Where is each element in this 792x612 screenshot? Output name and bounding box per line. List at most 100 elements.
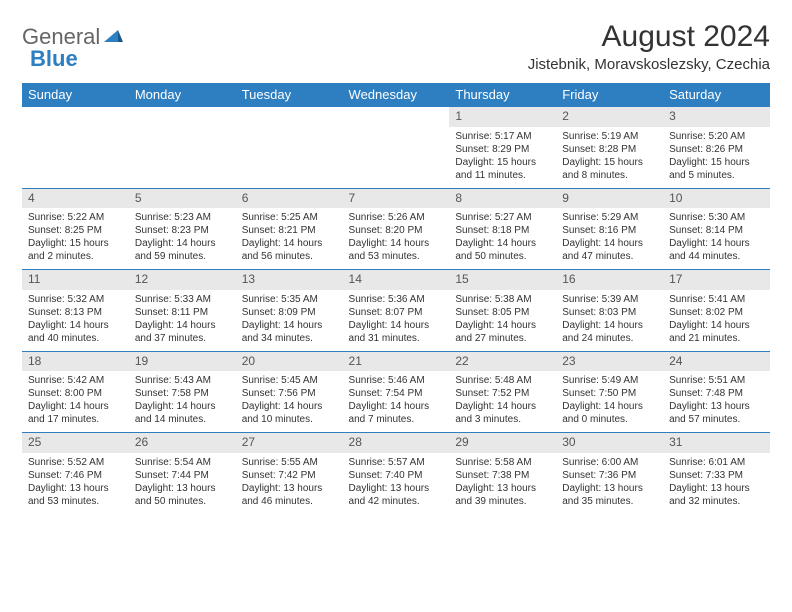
sunset-line: Sunset: 8:00 PM (28, 387, 123, 400)
calendar-cell: 31Sunrise: 6:01 AMSunset: 7:33 PMDayligh… (663, 432, 770, 514)
calendar-cell: 22Sunrise: 5:48 AMSunset: 7:52 PMDayligh… (449, 351, 556, 433)
sunset-line: Sunset: 8:18 PM (455, 224, 550, 237)
sunrise-line: Sunrise: 5:26 AM (349, 211, 444, 224)
daylight-line: Daylight: 15 hours and 5 minutes. (669, 156, 764, 182)
sunrise-line: Sunrise: 5:20 AM (669, 130, 764, 143)
column-header: Thursday (449, 83, 556, 106)
sunset-line: Sunset: 7:40 PM (349, 469, 444, 482)
calendar-cell: 15Sunrise: 5:38 AMSunset: 8:05 PMDayligh… (449, 269, 556, 351)
day-number: 8 (449, 188, 556, 209)
calendar-cell: 10Sunrise: 5:30 AMSunset: 8:14 PMDayligh… (663, 188, 770, 270)
sunset-line: Sunset: 7:54 PM (349, 387, 444, 400)
daylight-line: Daylight: 13 hours and 39 minutes. (455, 482, 550, 508)
sunset-line: Sunset: 8:03 PM (562, 306, 657, 319)
day-number: 7 (343, 188, 450, 209)
daylight-line: Daylight: 13 hours and 42 minutes. (349, 482, 444, 508)
calendar-cell: 12Sunrise: 5:33 AMSunset: 8:11 PMDayligh… (129, 269, 236, 351)
sunset-line: Sunset: 8:07 PM (349, 306, 444, 319)
sunset-line: Sunset: 7:52 PM (455, 387, 550, 400)
sunrise-line: Sunrise: 5:30 AM (669, 211, 764, 224)
sunset-line: Sunset: 8:16 PM (562, 224, 657, 237)
day-number: 6 (236, 188, 343, 209)
sunrise-line: Sunrise: 5:23 AM (135, 211, 230, 224)
calendar-cell: 13 Sunrise: 5:35 AMSunset: 8:09 PMDayligh… (236, 269, 343, 351)
sunset-line: Sunset: 8:09 PM (242, 306, 337, 319)
day-number: 31 (663, 432, 770, 453)
sunset-line: Sunset: 8:14 PM (669, 224, 764, 237)
sunset-line: Sunset: 8:29 PM (455, 143, 550, 156)
sunrise-line: Sunrise: 5:43 AM (135, 374, 230, 387)
daylight-line: Daylight: 14 hours and 7 minutes. (349, 400, 444, 426)
calendar-cell: 14 Sunrise: 5:36 AMSunset: 8:07 PMDayligh… (343, 269, 450, 351)
daylight-line: Daylight: 13 hours and 53 minutes. (28, 482, 123, 508)
daylight-line: Daylight: 14 hours and 56 minutes. (242, 237, 337, 263)
day-number: 3 (663, 106, 770, 127)
sunrise-line: Sunrise: 5:25 AM (242, 211, 337, 224)
daylight-line: Daylight: 14 hours and 40 minutes. (28, 319, 123, 345)
sunrise-line: Sunrise: 5:42 AM (28, 374, 123, 387)
sunrise-line: Sunrise: 5:32 AM (28, 293, 123, 306)
day-number: 20 (236, 351, 343, 372)
calendar-cell: 29Sunrise: 5:58 AMSunset: 7:38 PMDayligh… (449, 432, 556, 514)
sunrise-line: Sunrise: 5:51 AM (669, 374, 764, 387)
day-number: 9 (556, 188, 663, 209)
sunrise-line: Sunrise: 5:48 AM (455, 374, 550, 387)
daylight-line: Daylight: 14 hours and 50 minutes. (455, 237, 550, 263)
daylight-line: Daylight: 14 hours and 14 minutes. (135, 400, 230, 426)
sunset-line: Sunset: 7:44 PM (135, 469, 230, 482)
day-number: 14 (343, 269, 450, 290)
calendar-cell: 28Sunrise: 5:57 AMSunset: 7:40 PMDayligh… (343, 432, 450, 514)
column-header: Saturday (663, 83, 770, 106)
sunset-line: Sunset: 8:26 PM (669, 143, 764, 156)
calendar-cell: 8 Sunrise: 5:27 AMSunset: 8:18 PMDaylight… (449, 188, 556, 270)
sunrise-line: Sunrise: 5:57 AM (349, 456, 444, 469)
day-number: 25 (22, 432, 129, 453)
calendar-cell: 20Sunrise: 5:45 AMSunset: 7:56 PMDayligh… (236, 351, 343, 433)
calendar-cell: 4Sunrise: 5:22 AMSunset: 8:25 PMDaylight… (22, 188, 129, 270)
daylight-line: Daylight: 14 hours and 31 minutes. (349, 319, 444, 345)
sunset-line: Sunset: 8:02 PM (669, 306, 764, 319)
daylight-line: Daylight: 14 hours and 24 minutes. (562, 319, 657, 345)
calendar-cell: 6Sunrise: 5:25 AMSunset: 8:21 PMDaylight… (236, 188, 343, 270)
daylight-line: Daylight: 15 hours and 8 minutes. (562, 156, 657, 182)
sunset-line: Sunset: 7:56 PM (242, 387, 337, 400)
sunrise-line: Sunrise: 5:17 AM (455, 130, 550, 143)
location: Jistebnik, Moravskoslezsky, Czechia (528, 56, 770, 73)
calendar-cell: 5Sunrise: 5:23 AMSunset: 8:23 PMDaylight… (129, 188, 236, 270)
daylight-line: Daylight: 13 hours and 57 minutes. (669, 400, 764, 426)
sunrise-line: Sunrise: 5:33 AM (135, 293, 230, 306)
sunset-line: Sunset: 8:23 PM (135, 224, 230, 237)
daylight-line: Daylight: 13 hours and 46 minutes. (242, 482, 337, 508)
calendar-cell (343, 106, 450, 188)
day-number: 23 (556, 351, 663, 372)
sunset-line: Sunset: 8:25 PM (28, 224, 123, 237)
day-number: 13 (236, 269, 343, 290)
sunrise-line: Sunrise: 5:55 AM (242, 456, 337, 469)
sunrise-line: Sunrise: 5:49 AM (562, 374, 657, 387)
daylight-line: Daylight: 14 hours and 53 minutes. (349, 237, 444, 263)
sunset-line: Sunset: 8:05 PM (455, 306, 550, 319)
daylight-line: Daylight: 14 hours and 27 minutes. (455, 319, 550, 345)
sunrise-line: Sunrise: 5:35 AM (242, 293, 337, 306)
sunrise-line: Sunrise: 5:36 AM (349, 293, 444, 306)
sunrise-line: Sunrise: 6:00 AM (562, 456, 657, 469)
sunrise-line: Sunrise: 5:54 AM (135, 456, 230, 469)
sunset-line: Sunset: 7:50 PM (562, 387, 657, 400)
calendar-cell: 7Sunrise: 5:26 AMSunset: 8:20 PMDaylight… (343, 188, 450, 270)
daylight-line: Daylight: 15 hours and 2 minutes. (28, 237, 123, 263)
day-number: 5 (129, 188, 236, 209)
day-number: 10 (663, 188, 770, 209)
sunrise-line: Sunrise: 5:27 AM (455, 211, 550, 224)
calendar-cell: 1Sunrise: 5:17 AMSunset: 8:29 PMDaylight… (449, 106, 556, 188)
day-number: 4 (22, 188, 129, 209)
sunrise-line: Sunrise: 5:38 AM (455, 293, 550, 306)
calendar-cell: 24Sunrise: 5:51 AMSunset: 7:48 PMDayligh… (663, 351, 770, 433)
sunrise-line: Sunrise: 5:41 AM (669, 293, 764, 306)
calendar-cell (236, 106, 343, 188)
daylight-line: Daylight: 14 hours and 3 minutes. (455, 400, 550, 426)
daylight-line: Daylight: 14 hours and 34 minutes. (242, 319, 337, 345)
calendar-cell: 2Sunrise: 5:19 AMSunset: 8:28 PMDaylight… (556, 106, 663, 188)
calendar-cell: 18Sunrise: 5:42 AMSunset: 8:00 PMDayligh… (22, 351, 129, 433)
day-number: 21 (343, 351, 450, 372)
day-number: 2 (556, 106, 663, 127)
